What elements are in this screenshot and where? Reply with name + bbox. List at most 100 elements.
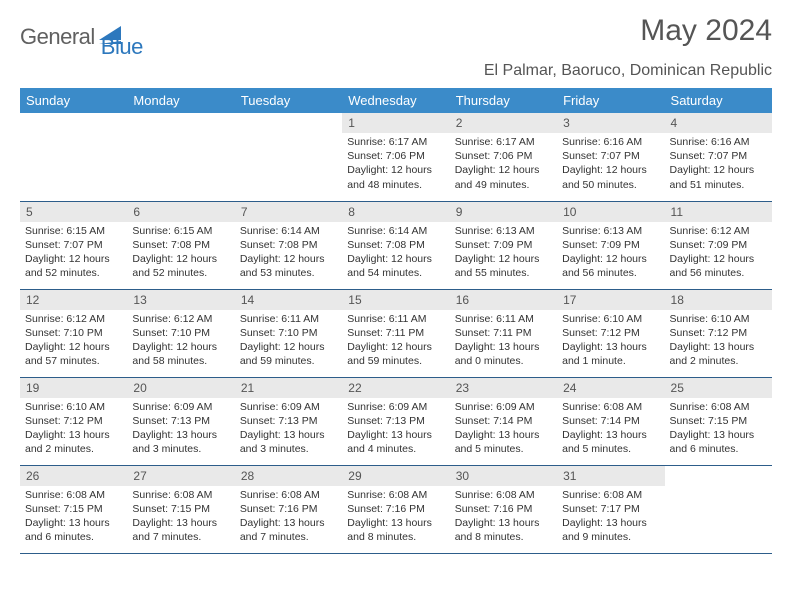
day-details: Sunrise: 6:10 AMSunset: 7:12 PMDaylight:… <box>665 310 772 373</box>
day-details: Sunrise: 6:11 AMSunset: 7:10 PMDaylight:… <box>235 310 342 373</box>
calendar-day-cell: 7Sunrise: 6:14 AMSunset: 7:08 PMDaylight… <box>235 201 342 289</box>
day-number: 12 <box>20 290 127 310</box>
day-details: Sunrise: 6:08 AMSunset: 7:16 PMDaylight:… <box>235 486 342 549</box>
day-details: Sunrise: 6:16 AMSunset: 7:07 PMDaylight:… <box>557 133 664 196</box>
day-details: Sunrise: 6:09 AMSunset: 7:13 PMDaylight:… <box>342 398 449 461</box>
calendar-week-row: 26Sunrise: 6:08 AMSunset: 7:15 PMDayligh… <box>20 465 772 553</box>
day-details: Sunrise: 6:08 AMSunset: 7:15 PMDaylight:… <box>665 398 772 461</box>
day-number: 20 <box>127 378 234 398</box>
calendar-body: ...1Sunrise: 6:17 AMSunset: 7:06 PMDayli… <box>20 113 772 553</box>
day-details: Sunrise: 6:14 AMSunset: 7:08 PMDaylight:… <box>235 222 342 285</box>
calendar-day-cell: 20Sunrise: 6:09 AMSunset: 7:13 PMDayligh… <box>127 377 234 465</box>
day-number: 19 <box>20 378 127 398</box>
location-subtitle: El Palmar, Baoruco, Dominican Republic <box>20 62 772 80</box>
day-number: 15 <box>342 290 449 310</box>
day-details: Sunrise: 6:11 AMSunset: 7:11 PMDaylight:… <box>342 310 449 373</box>
day-number: 25 <box>665 378 772 398</box>
weekday-header: Thursday <box>450 88 557 113</box>
calendar-day-cell: 23Sunrise: 6:09 AMSunset: 7:14 PMDayligh… <box>450 377 557 465</box>
weekday-header: Friday <box>557 88 664 113</box>
day-details: Sunrise: 6:09 AMSunset: 7:13 PMDaylight:… <box>235 398 342 461</box>
day-number: 30 <box>450 466 557 486</box>
calendar-day-cell: 6Sunrise: 6:15 AMSunset: 7:08 PMDaylight… <box>127 201 234 289</box>
day-number: 28 <box>235 466 342 486</box>
day-details: Sunrise: 6:12 AMSunset: 7:10 PMDaylight:… <box>20 310 127 373</box>
day-number: 8 <box>342 202 449 222</box>
day-number: 2 <box>450 113 557 133</box>
day-details: Sunrise: 6:12 AMSunset: 7:09 PMDaylight:… <box>665 222 772 285</box>
calendar-day-cell: 10Sunrise: 6:13 AMSunset: 7:09 PMDayligh… <box>557 201 664 289</box>
calendar-day-cell: 11Sunrise: 6:12 AMSunset: 7:09 PMDayligh… <box>665 201 772 289</box>
day-number: 16 <box>450 290 557 310</box>
calendar-day-cell: 18Sunrise: 6:10 AMSunset: 7:12 PMDayligh… <box>665 289 772 377</box>
calendar-day-cell: 24Sunrise: 6:08 AMSunset: 7:14 PMDayligh… <box>557 377 664 465</box>
day-number: 3 <box>557 113 664 133</box>
day-details: Sunrise: 6:17 AMSunset: 7:06 PMDaylight:… <box>450 133 557 196</box>
day-details: Sunrise: 6:08 AMSunset: 7:16 PMDaylight:… <box>450 486 557 549</box>
page-title: May 2024 <box>640 14 772 48</box>
weekday-header: Wednesday <box>342 88 449 113</box>
day-details: Sunrise: 6:09 AMSunset: 7:14 PMDaylight:… <box>450 398 557 461</box>
day-number: 13 <box>127 290 234 310</box>
calendar-week-row: ...1Sunrise: 6:17 AMSunset: 7:06 PMDayli… <box>20 113 772 201</box>
calendar-day-cell: 12Sunrise: 6:12 AMSunset: 7:10 PMDayligh… <box>20 289 127 377</box>
calendar-day-cell: . <box>127 113 234 201</box>
calendar-day-cell: 1Sunrise: 6:17 AMSunset: 7:06 PMDaylight… <box>342 113 449 201</box>
day-details: Sunrise: 6:16 AMSunset: 7:07 PMDaylight:… <box>665 133 772 196</box>
calendar-day-cell: 28Sunrise: 6:08 AMSunset: 7:16 PMDayligh… <box>235 465 342 553</box>
day-number: 26 <box>20 466 127 486</box>
calendar-day-cell: 19Sunrise: 6:10 AMSunset: 7:12 PMDayligh… <box>20 377 127 465</box>
day-number: 4 <box>665 113 772 133</box>
weekday-header: Tuesday <box>235 88 342 113</box>
calendar-day-cell: 31Sunrise: 6:08 AMSunset: 7:17 PMDayligh… <box>557 465 664 553</box>
weekday-header: Saturday <box>665 88 772 113</box>
day-number: 27 <box>127 466 234 486</box>
calendar-day-cell: 17Sunrise: 6:10 AMSunset: 7:12 PMDayligh… <box>557 289 664 377</box>
header: General Blue May 2024 <box>20 14 772 60</box>
logo: General Blue <box>20 14 143 60</box>
day-details: Sunrise: 6:10 AMSunset: 7:12 PMDaylight:… <box>557 310 664 373</box>
day-details: Sunrise: 6:08 AMSunset: 7:16 PMDaylight:… <box>342 486 449 549</box>
day-number: 14 <box>235 290 342 310</box>
calendar-day-cell: 27Sunrise: 6:08 AMSunset: 7:15 PMDayligh… <box>127 465 234 553</box>
day-number: 1 <box>342 113 449 133</box>
calendar-day-cell: 26Sunrise: 6:08 AMSunset: 7:15 PMDayligh… <box>20 465 127 553</box>
day-number: 5 <box>20 202 127 222</box>
calendar-day-cell: 22Sunrise: 6:09 AMSunset: 7:13 PMDayligh… <box>342 377 449 465</box>
weekday-header: Sunday <box>20 88 127 113</box>
calendar-day-cell: 2Sunrise: 6:17 AMSunset: 7:06 PMDaylight… <box>450 113 557 201</box>
day-number: 7 <box>235 202 342 222</box>
calendar-day-cell: 29Sunrise: 6:08 AMSunset: 7:16 PMDayligh… <box>342 465 449 553</box>
calendar-day-cell: 9Sunrise: 6:13 AMSunset: 7:09 PMDaylight… <box>450 201 557 289</box>
calendar-day-cell: . <box>20 113 127 201</box>
day-details: Sunrise: 6:08 AMSunset: 7:15 PMDaylight:… <box>127 486 234 549</box>
day-number: 6 <box>127 202 234 222</box>
calendar-week-row: 5Sunrise: 6:15 AMSunset: 7:07 PMDaylight… <box>20 201 772 289</box>
day-details: Sunrise: 6:13 AMSunset: 7:09 PMDaylight:… <box>557 222 664 285</box>
day-details: Sunrise: 6:12 AMSunset: 7:10 PMDaylight:… <box>127 310 234 373</box>
day-details: Sunrise: 6:08 AMSunset: 7:15 PMDaylight:… <box>20 486 127 549</box>
calendar-day-cell: . <box>665 465 772 553</box>
calendar-week-row: 12Sunrise: 6:12 AMSunset: 7:10 PMDayligh… <box>20 289 772 377</box>
day-details: Sunrise: 6:13 AMSunset: 7:09 PMDaylight:… <box>450 222 557 285</box>
day-details: Sunrise: 6:11 AMSunset: 7:11 PMDaylight:… <box>450 310 557 373</box>
day-details: Sunrise: 6:08 AMSunset: 7:17 PMDaylight:… <box>557 486 664 549</box>
weekday-header: Monday <box>127 88 234 113</box>
logo-text-blue: Blue <box>101 34 143 59</box>
weekday-header-row: SundayMondayTuesdayWednesdayThursdayFrid… <box>20 88 772 113</box>
day-number: 29 <box>342 466 449 486</box>
calendar-day-cell: . <box>235 113 342 201</box>
day-details: Sunrise: 6:14 AMSunset: 7:08 PMDaylight:… <box>342 222 449 285</box>
calendar-day-cell: 5Sunrise: 6:15 AMSunset: 7:07 PMDaylight… <box>20 201 127 289</box>
day-number: 22 <box>342 378 449 398</box>
calendar-week-row: 19Sunrise: 6:10 AMSunset: 7:12 PMDayligh… <box>20 377 772 465</box>
calendar-day-cell: 8Sunrise: 6:14 AMSunset: 7:08 PMDaylight… <box>342 201 449 289</box>
day-number: 24 <box>557 378 664 398</box>
calendar-day-cell: 25Sunrise: 6:08 AMSunset: 7:15 PMDayligh… <box>665 377 772 465</box>
day-details: Sunrise: 6:15 AMSunset: 7:07 PMDaylight:… <box>20 222 127 285</box>
day-number: 31 <box>557 466 664 486</box>
day-number: 10 <box>557 202 664 222</box>
day-number: 18 <box>665 290 772 310</box>
day-details: Sunrise: 6:10 AMSunset: 7:12 PMDaylight:… <box>20 398 127 461</box>
title-block: May 2024 <box>640 14 772 48</box>
